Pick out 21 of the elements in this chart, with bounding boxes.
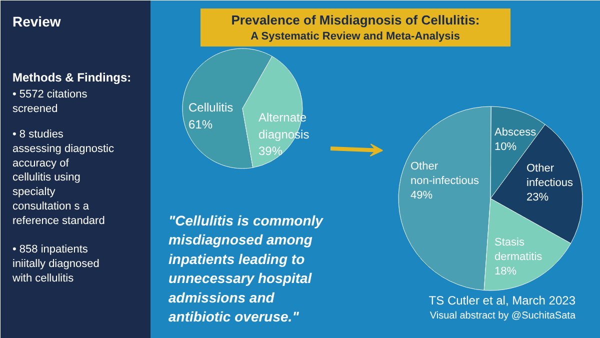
slice-label: Stasis dermatitis bbox=[494, 236, 543, 263]
text: Visual abstract by @SuchitaSata bbox=[430, 310, 576, 322]
text: • 8 studies assessing diagnostic accuracy of cellulitis using specialty consultation s a reference standard bbox=[12, 128, 115, 227]
text: Review bbox=[12, 14, 61, 30]
data-label: 49% bbox=[410, 189, 433, 202]
data-label: 18% bbox=[494, 265, 517, 278]
text: A Systematic Review and Meta-Analysis bbox=[250, 30, 460, 42]
text: • 858 inpatients iniitally diagnosed with cellulitis bbox=[12, 244, 100, 284]
slice-label: Other non-infectious bbox=[410, 160, 480, 187]
data-label: 61% bbox=[188, 117, 213, 132]
slice-label: Other infectious bbox=[526, 162, 574, 189]
text: • 5572 citations screened bbox=[12, 88, 88, 115]
text: "Cellulitis is commonly misdiagnosed among inpatients leading to unnecessary hospital admissions and antibiotic overuse." bbox=[168, 212, 324, 324]
text: Prevalence of Misdiagnosis of Cellulitis: bbox=[231, 12, 480, 28]
slice-label: Abscess bbox=[494, 126, 537, 138]
data-label: 23% bbox=[526, 191, 549, 204]
slice-label: Cellulitis bbox=[188, 100, 234, 114]
data-label: 39% bbox=[258, 144, 283, 158]
data-label: 10% bbox=[494, 140, 517, 153]
text: TS Cutler et al, March 2023 bbox=[428, 294, 576, 308]
text: Methods & Findings: bbox=[12, 70, 132, 84]
